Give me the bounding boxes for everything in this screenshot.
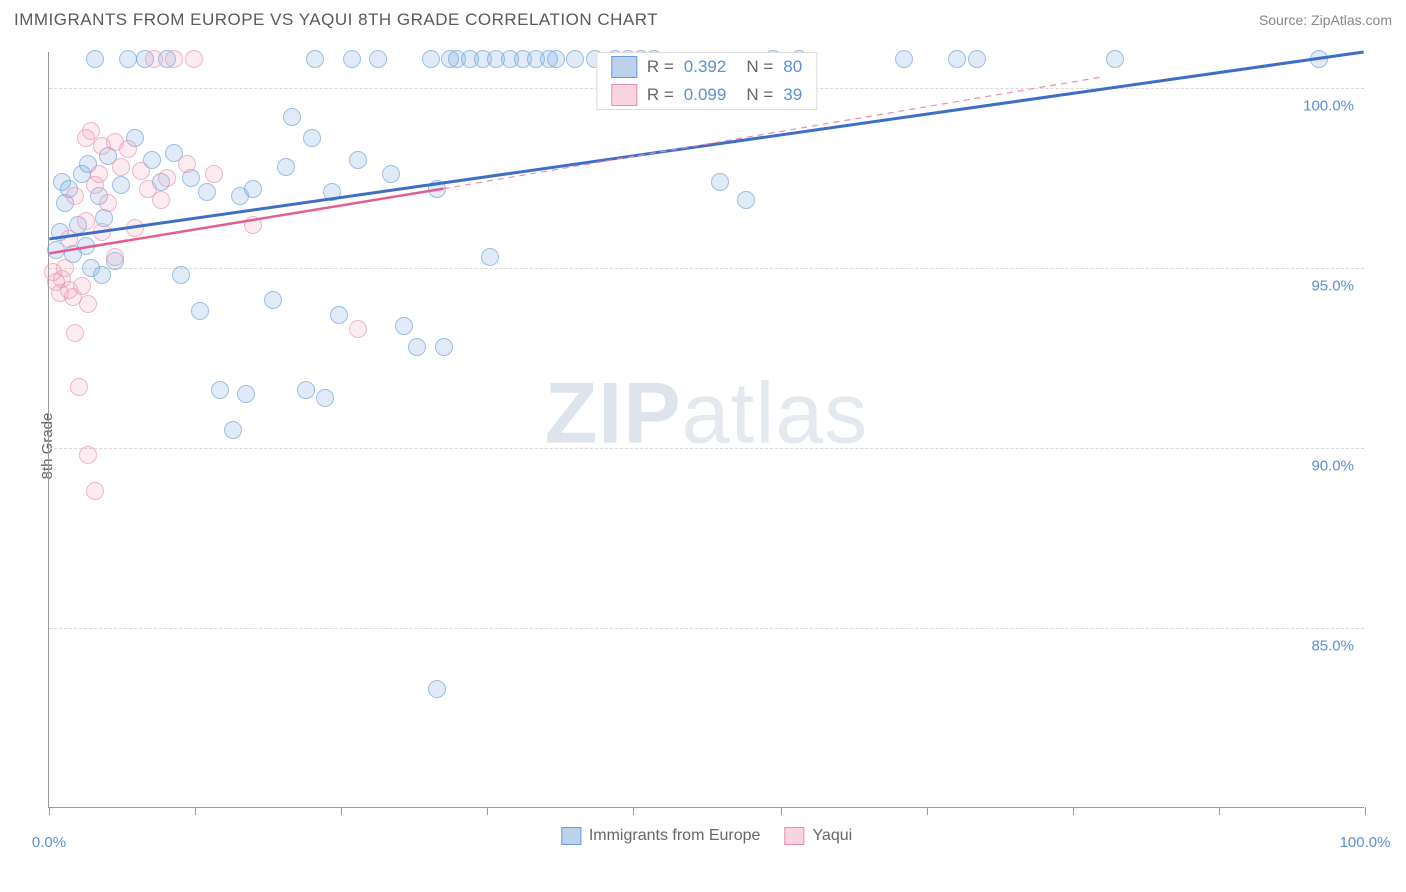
title-bar: IMMIGRANTS FROM EUROPE VS YAQUI 8TH GRAD… bbox=[0, 0, 1406, 36]
x-tick bbox=[195, 807, 196, 815]
correlation-legend: R = 0.392 N = 80 R = 0.099 N = 39 bbox=[596, 52, 817, 110]
swatch-pink-icon bbox=[784, 827, 804, 845]
x-tick-label: 100.0% bbox=[1340, 834, 1391, 851]
x-tick bbox=[49, 807, 50, 815]
chart-title: IMMIGRANTS FROM EUROPE VS YAQUI 8TH GRAD… bbox=[14, 10, 658, 30]
swatch-pink bbox=[611, 84, 637, 106]
legend-item-yaqui: Yaqui bbox=[784, 827, 852, 845]
series-legend: Immigrants from Europe Yaqui bbox=[561, 827, 852, 845]
swatch-blue-icon bbox=[561, 827, 581, 845]
swatch-blue bbox=[611, 56, 637, 78]
source-label: Source: ZipAtlas.com bbox=[1259, 12, 1392, 28]
x-tick bbox=[633, 807, 634, 815]
x-tick bbox=[487, 807, 488, 815]
x-tick bbox=[341, 807, 342, 815]
x-tick-label: 0.0% bbox=[32, 834, 66, 851]
x-tick bbox=[1365, 807, 1366, 815]
x-tick bbox=[1219, 807, 1220, 815]
x-tick bbox=[1073, 807, 1074, 815]
trend-lines bbox=[49, 52, 1364, 807]
x-tick bbox=[927, 807, 928, 815]
x-tick bbox=[781, 807, 782, 815]
legend-item-europe: Immigrants from Europe bbox=[561, 827, 761, 845]
legend-row-series2: R = 0.099 N = 39 bbox=[597, 81, 816, 109]
chart-plot-area: ZIPatlas 85.0%90.0%95.0%100.0% 0.0%100.0… bbox=[48, 52, 1364, 808]
legend-row-series1: R = 0.392 N = 80 bbox=[597, 53, 816, 81]
